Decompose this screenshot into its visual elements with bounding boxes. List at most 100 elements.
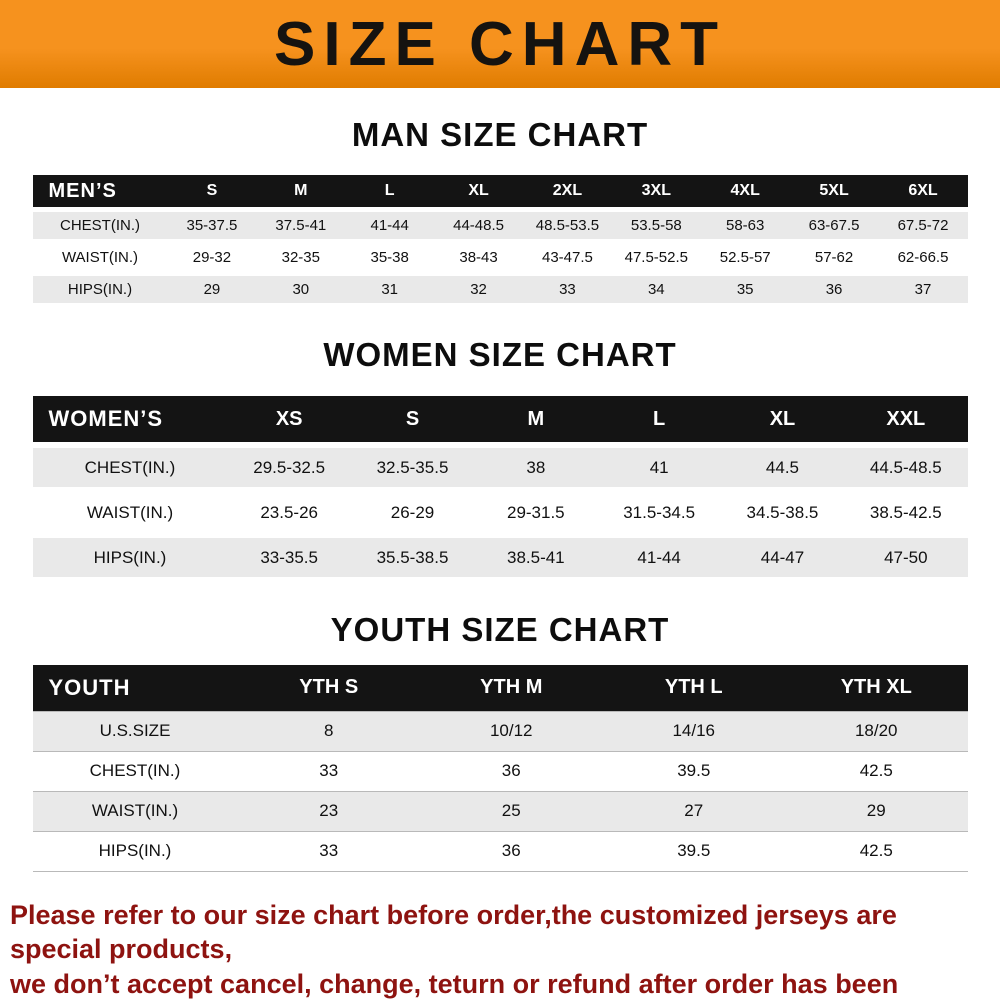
column-header: L [597, 396, 721, 442]
table-cell: 44.5-48.5 [844, 448, 968, 487]
column-header: M [474, 396, 598, 442]
size-table: WOMEN’S XS S M L XL XXL CHEST(IN.) 29.5-32.5 32.5… [32, 390, 968, 583]
table-cell: 33-35.5 [227, 538, 351, 577]
column-header: L [345, 175, 435, 207]
column-header: S [167, 175, 257, 207]
row-label: HIPS(IN.) [32, 276, 168, 303]
table-cell: 48.5-53.5 [523, 212, 612, 239]
row-label: WAIST(IN.) [32, 244, 168, 271]
table-cell: 30 [256, 276, 346, 303]
column-header: YTH M [420, 665, 603, 711]
table-body: CHEST(IN.) 29.5-32.5 32.5-35.5 38 41 44.5 44.5… [32, 448, 968, 577]
table-cell: 14/16 [602, 710, 785, 752]
table-cell: 36 [420, 751, 603, 792]
table-cell: 37 [878, 276, 968, 303]
table-cell: 42.5 [785, 751, 968, 792]
table-cell: 33 [237, 831, 420, 872]
table-cell: 29 [785, 791, 968, 832]
table-row: HIPS(IN.) 33-35.5 35.5-38.5 38.5-41 41-44 44-… [32, 538, 968, 577]
size-section-men: MAN SIZE CHART MEN’S S M L XL 2XL 3XL 4XL 5XL 6XL C… [0, 116, 1000, 308]
table-body: CHEST(IN.) 35-37.5 37.5-41 41-44 44-48.5 48.5… [32, 212, 968, 303]
section-heading: YOUTH SIZE CHART [330, 611, 670, 648]
table-cell: 31 [345, 276, 435, 303]
table-cell: 43-47.5 [523, 244, 612, 271]
page-title: SIZE CHART [274, 9, 726, 79]
table-cell: 38 [474, 448, 598, 487]
table-cell: 44-48.5 [434, 212, 523, 239]
table-cell: 35-38 [345, 244, 435, 271]
table-cell: 8 [237, 710, 420, 752]
table-header-row: WOMEN’S XS S M L XL XXL [32, 396, 968, 442]
table-cell: 26-29 [350, 493, 475, 532]
banner: SIZE CHART [0, 0, 1000, 88]
row-label: U.S.SIZE [32, 710, 238, 752]
footer-note-line2: we don’t accept cancel, change, teturn o… [10, 968, 899, 999]
table-cell: 39.5 [602, 751, 785, 792]
column-header: XXL [844, 396, 968, 442]
column-header: XL [434, 175, 523, 207]
column-header: S [350, 396, 475, 442]
table-cell: 44-47 [720, 538, 845, 577]
table-cell: 58-63 [700, 212, 790, 239]
table-cell: 47-50 [844, 538, 968, 577]
row-label: HIPS(IN.) [32, 538, 228, 577]
table-row: CHEST(IN.) 29.5-32.5 32.5-35.5 38 41 44.5 44.5… [32, 448, 968, 487]
table-row: WAIST(IN.) 23.5-26 26-29 29-31.5 31.5-34.5 34… [32, 493, 968, 532]
table-cell: 63-67.5 [789, 212, 879, 239]
column-header: 4XL [700, 175, 790, 207]
table-cell: 32 [434, 276, 523, 303]
table-cell: 38.5-42.5 [844, 493, 968, 532]
table-cell: 23 [237, 791, 420, 832]
column-header: 5XL [789, 175, 879, 207]
table-cell: 41 [597, 448, 721, 487]
table-row: CHEST(IN.) 33 36 39.5 42.5 [32, 751, 968, 792]
footer-note-line1: Please refer to our size chart before or… [10, 899, 897, 965]
row-label: CHEST(IN.) [32, 751, 238, 792]
footer-note: Please refer to our size chart before or… [10, 898, 992, 1000]
column-header: YTH XL [785, 665, 968, 711]
table-cell: 29.5-32.5 [227, 448, 351, 487]
table-cell: 67.5-72 [878, 212, 968, 239]
table-cell: 32-35 [256, 244, 346, 271]
table-header-row: YOUTH YTH S YTH M YTH L YTH XL [32, 665, 968, 711]
table-head: MEN’S S M L XL 2XL 3XL 4XL 5XL 6XL [32, 175, 968, 207]
column-header: 6XL [878, 175, 968, 207]
row-label: WAIST(IN.) [32, 493, 228, 532]
table-cell: 41-44 [597, 538, 721, 577]
table-cell: 36 [789, 276, 879, 303]
table-cell: 10/12 [420, 710, 603, 752]
table-cell: 57-62 [789, 244, 879, 271]
table-cell: 33 [523, 276, 612, 303]
column-header: XL [720, 396, 845, 442]
table-cell: 41-44 [345, 212, 435, 239]
column-header: 3XL [611, 175, 701, 207]
table-group-label: YOUTH [32, 665, 238, 711]
table-group-label: MEN’S [32, 175, 168, 207]
table-row: WAIST(IN.) 23 25 27 29 [32, 791, 968, 832]
table-head: WOMEN’S XS S M L XL XXL [32, 396, 968, 442]
size-section-women: WOMEN SIZE CHART WOMEN’S XS S M L XL XXL CHEST(I… [0, 336, 1000, 583]
table-cell: 18/20 [785, 710, 968, 752]
table-cell: 35.5-38.5 [350, 538, 475, 577]
table-cell: 52.5-57 [700, 244, 790, 271]
table-cell: 31.5-34.5 [597, 493, 721, 532]
table-cell: 27 [602, 791, 785, 832]
table-cell: 53.5-58 [611, 212, 701, 239]
column-header: YTH S [237, 665, 420, 711]
row-label: CHEST(IN.) [32, 448, 228, 487]
table-cell: 37.5-41 [256, 212, 346, 239]
table-cell: 34.5-38.5 [720, 493, 845, 532]
section-heading: WOMEN SIZE CHART [323, 336, 677, 373]
table-cell: 35-37.5 [167, 212, 257, 239]
table-cell: 39.5 [602, 831, 785, 872]
size-table: YOUTH YTH S YTH M YTH L YTH XL U.S.SIZE 8 10/12… [32, 665, 968, 872]
table-group-label: WOMEN’S [32, 396, 228, 442]
row-label: CHEST(IN.) [32, 212, 168, 239]
row-label: HIPS(IN.) [32, 831, 238, 872]
column-header: M [256, 175, 346, 207]
table-cell: 38.5-41 [474, 538, 598, 577]
table-row: HIPS(IN.) 29 30 31 32 33 34 35 36 37 [32, 276, 968, 303]
table-cell: 47.5-52.5 [611, 244, 701, 271]
column-header: YTH L [602, 665, 785, 711]
section-heading: MAN SIZE CHART [351, 116, 649, 153]
